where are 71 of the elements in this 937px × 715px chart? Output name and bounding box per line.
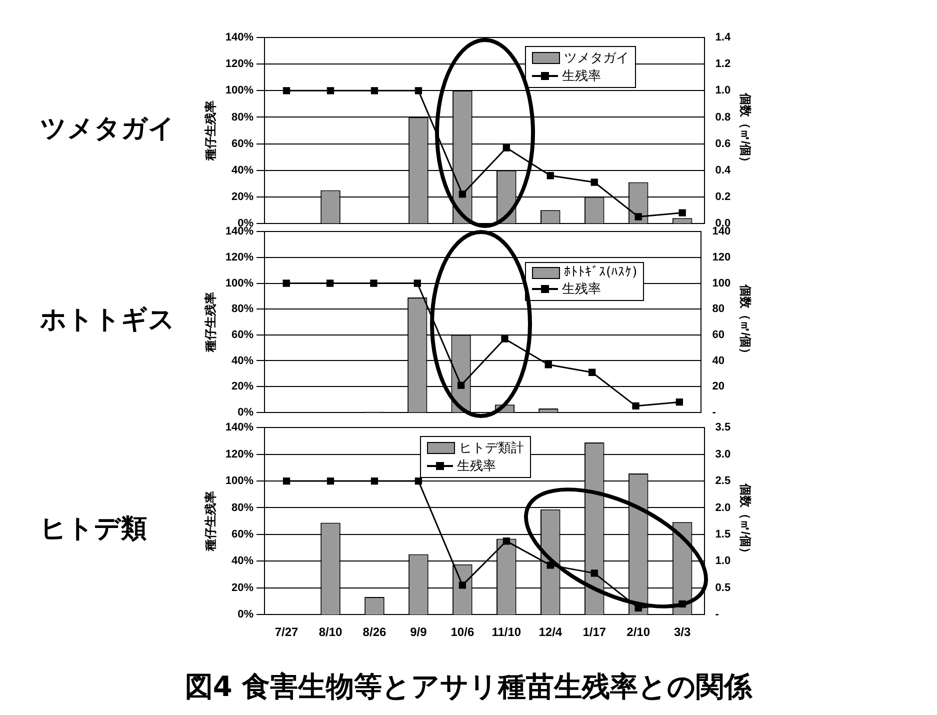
y-tick-label: 120%	[225, 58, 254, 70]
x-tick-label: 2/10	[626, 625, 650, 640]
y-tick-label: 120%	[225, 448, 254, 460]
y2-tick-label: 0.2	[715, 190, 731, 203]
y2-axis-title: 個数（㎡/個）	[738, 92, 752, 168]
y-axis-title: 種仔生残率	[204, 491, 218, 552]
y-tick-label: 80%	[232, 502, 254, 514]
y2-tick-label: 100	[712, 277, 731, 290]
legend-label: ﾎﾄﾄｷﾞｽ(ﾊｽｹ)	[564, 265, 638, 280]
y2-tick-label: 2.5	[715, 475, 731, 488]
y2-tick-label: 1.0	[715, 84, 731, 97]
y-tick-label: 40%	[232, 555, 254, 568]
legend-label: ツメタガイ	[564, 50, 629, 67]
y2-tick-label: 3.5	[715, 422, 731, 434]
x-tick-label: 3/3	[674, 625, 691, 640]
y-tick-label: 120%	[225, 251, 254, 264]
y-tick-label: 20%	[232, 582, 254, 594]
x-tick-label: 10/6	[450, 625, 474, 640]
y2-tick-label: 120	[712, 251, 731, 264]
x-tick-label: 8/10	[318, 625, 342, 640]
y-tick-label: 80%	[232, 303, 254, 316]
y2-tick-label: -	[712, 406, 716, 418]
y-tick-label: 0%	[238, 406, 254, 418]
y2-tick-label: 40	[712, 354, 724, 367]
y-tick-label: 60%	[232, 138, 254, 150]
y2-tick-label: 0.5	[715, 582, 731, 594]
text: ヒトデ類	[40, 514, 147, 544]
y2-tick-label: 80	[712, 303, 724, 316]
y-tick-label: 140%	[225, 422, 254, 434]
y2-tick-label: -	[715, 608, 720, 621]
x-tick-label: 12/4	[538, 625, 562, 640]
y2-tick-label: 1.4	[715, 32, 732, 44]
x-tick-label: 11/10	[492, 625, 522, 640]
y2-axis-title: 個数（㎡/個）	[738, 482, 752, 559]
y-tick-label: 20%	[232, 380, 254, 393]
x-tick-label: 8/26	[362, 625, 386, 640]
y-tick-label: 40%	[232, 354, 254, 367]
y2-tick-label: 1.5	[715, 528, 731, 540]
y2-tick-label: 2.0	[715, 502, 731, 514]
y2-tick-label: 0.4	[715, 164, 732, 176]
y-tick-label: 0%	[238, 608, 254, 621]
y2-axis-title: 個数（㎡/個）	[738, 283, 752, 360]
y-tick-label: 60%	[232, 328, 254, 341]
text: ホトトギス	[40, 305, 175, 335]
y2-tick-label: 3.0	[715, 448, 731, 460]
y2-tick-label: 1.0	[715, 555, 731, 568]
legend-label: 生残率	[457, 458, 496, 475]
y-tick-label: 140%	[225, 32, 254, 44]
x-tick-label: 7/27	[274, 625, 299, 640]
legend-label: 生残率	[562, 68, 601, 85]
y-tick-label: 100%	[225, 475, 254, 488]
x-tick-label: 9/9	[410, 625, 428, 640]
y-tick-label: 100%	[225, 277, 254, 290]
legend-label: ヒトデ類計	[459, 440, 524, 457]
y2-tick-label: 0.6	[715, 138, 731, 150]
y-tick-label: 140%	[225, 226, 254, 238]
y2-tick-label: 0.8	[715, 111, 731, 124]
y-tick-label: 20%	[232, 190, 254, 203]
text: ツメタガイ	[40, 114, 175, 144]
y-axis-title: 種仔生残率	[204, 100, 218, 162]
x-tick-label: 1/17	[582, 625, 606, 640]
y-axis-title: 種仔生残率	[204, 292, 218, 353]
y-tick-label: 80%	[232, 111, 254, 124]
y2-tick-label: 60	[712, 328, 724, 341]
caption: 図4 食害生物等とアサリ種苗生残率との関係	[184, 669, 754, 705]
y2-tick-label: 20	[712, 380, 724, 393]
legend-label: 生残率	[562, 281, 601, 298]
y-tick-label: 60%	[232, 528, 254, 540]
y-tick-label: 100%	[225, 84, 254, 97]
y2-tick-label: 1.2	[715, 58, 731, 70]
y-tick-label: 40%	[232, 164, 254, 176]
